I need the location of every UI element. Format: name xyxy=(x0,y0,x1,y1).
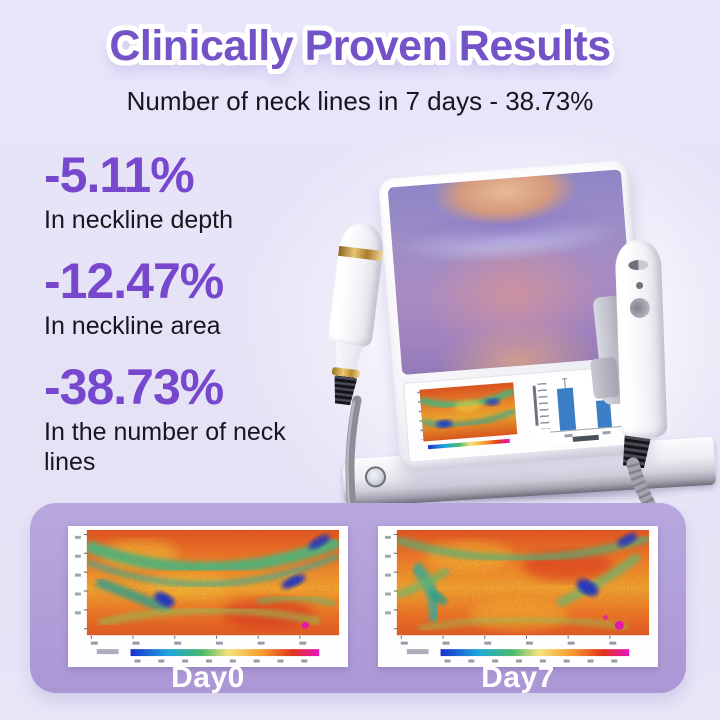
stat-neck-lines-count: -38.73% In the number of neck lines xyxy=(44,362,314,477)
device-mini-heatmap xyxy=(411,380,522,454)
stat-value: -38.73% xyxy=(44,359,224,415)
cable-strain-relief xyxy=(330,375,358,406)
stat-value: -5.11% xyxy=(44,147,195,203)
chart-y-ticks xyxy=(537,382,550,430)
stat-value: -12.47% xyxy=(44,253,224,309)
device-tablet xyxy=(377,159,653,473)
stat-neckline-depth: -5.11% In neckline depth xyxy=(44,150,314,236)
stat-label: In the number of neck lines xyxy=(44,418,286,476)
heatmap-day0 xyxy=(68,526,348,667)
page-subtitle: Number of neck lines in 7 days - 38.73% xyxy=(126,86,594,116)
heatmap-day7 xyxy=(378,526,658,667)
page-title: Clinically Proven Results xyxy=(109,22,611,70)
chart-x-label xyxy=(602,430,611,435)
right-handpiece xyxy=(614,239,668,440)
chart-bar-before xyxy=(556,387,577,431)
handpiece-holder-lower xyxy=(589,356,621,400)
power-button xyxy=(364,465,387,489)
stat-label: In neckline depth xyxy=(44,206,234,234)
day0-label: Day0 xyxy=(171,661,245,694)
before-after-card: Day0 Day7 xyxy=(30,503,686,694)
chart-title-mark xyxy=(572,434,599,442)
chart-x-label xyxy=(564,433,573,438)
device-screen-panel xyxy=(402,364,643,463)
stat-neckline-area: -12.47% In neckline area xyxy=(44,256,314,342)
left-handpiece-body xyxy=(327,220,387,349)
stat-label: In neckline area xyxy=(44,312,221,340)
day7-label: Day7 xyxy=(481,661,555,694)
